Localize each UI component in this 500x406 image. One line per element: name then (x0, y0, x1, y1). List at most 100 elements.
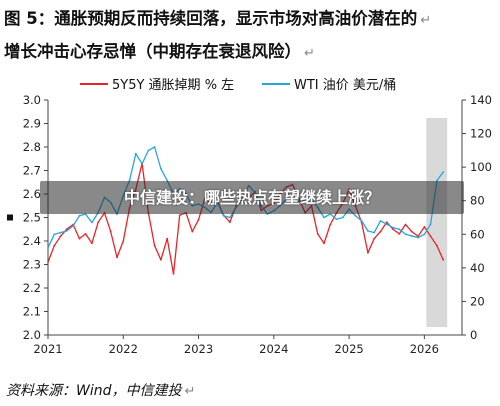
x-tick-label: 2021 (33, 342, 62, 356)
data-point-wti (367, 230, 369, 232)
data-point-wti (91, 221, 93, 224)
data-point-inflation-swap (429, 235, 432, 238)
title-line1-text: 图 5：通胀预期反而持续回落，显示市场对高油价潜在的 (4, 9, 418, 28)
data-point-wti (47, 246, 49, 249)
data-point-wti (222, 214, 225, 217)
data-point-wti (360, 220, 363, 222)
data-point-wti (341, 216, 344, 219)
data-point-wti (147, 149, 150, 152)
legend-label-wti: WTI 油价 美元/桶 (294, 78, 396, 93)
data-point-wti (354, 214, 357, 217)
data-point-inflation-swap (172, 273, 175, 275)
data-point-inflation-swap (373, 237, 376, 240)
left-tick-label: 2.2 (23, 281, 41, 295)
return-mark-icon: ↵ (304, 46, 315, 61)
data-point-wti (417, 236, 419, 239)
data-point-inflation-swap (410, 230, 413, 233)
data-point-inflation-swap (116, 256, 118, 259)
left-tick-label: 2.9 (23, 117, 41, 131)
data-point-inflation-swap (53, 244, 56, 247)
data-point-inflation-swap (191, 230, 194, 233)
data-point-inflation-swap (379, 230, 382, 233)
return-mark-icon: ↵ (420, 13, 432, 28)
right-tick-label: 120 (470, 127, 492, 141)
data-point-inflation-swap (229, 221, 231, 224)
title-line2-text: 增长冲击心存忌惮（中期存在衰退风险） (4, 42, 301, 61)
data-point-inflation-swap (78, 237, 81, 240)
data-point-inflation-swap (316, 233, 319, 235)
data-point-wti (335, 218, 338, 221)
left-tick-label: 2.0 (23, 328, 41, 342)
data-point-wti (385, 223, 388, 226)
data-point-wti (379, 220, 382, 222)
data-point-wti (153, 146, 156, 148)
data-point-inflation-swap (197, 218, 200, 221)
data-point-wti (78, 214, 81, 217)
return-mark-icon: ↵ (184, 384, 196, 399)
right-tick-label: 20 (470, 294, 485, 308)
data-point-inflation-swap (166, 237, 169, 240)
left-tick-label: 2.7 (23, 164, 41, 178)
highlight-region (426, 118, 448, 327)
x-tick-label: 2026 (410, 342, 439, 356)
data-point-inflation-swap (122, 240, 125, 242)
bullet-icon (7, 214, 13, 221)
right-tick-label: 60 (470, 227, 485, 241)
data-point-inflation-swap (47, 261, 49, 263)
data-point-inflation-swap (178, 214, 181, 217)
data-point-wti (59, 231, 62, 234)
data-point-wti (404, 233, 407, 236)
right-tick-label: 0 (470, 328, 477, 342)
data-point-inflation-swap (367, 251, 369, 254)
data-point-inflation-swap (91, 242, 93, 245)
right-tick-label: 80 (470, 194, 485, 208)
line-chart: 2.0 2.1 2.2 2.3 2.4 2.5 2.6 2.7 2.8 2.9 3.0 0 20 40 60… (7, 78, 492, 356)
left-tick-label: 2.6 (23, 187, 41, 201)
data-point-inflation-swap (423, 226, 426, 228)
data-point-wti (442, 171, 445, 174)
data-point-inflation-swap (329, 223, 332, 226)
data-point-inflation-swap (385, 221, 388, 224)
data-point-inflation-swap (160, 258, 162, 261)
right-tick-label: 140 (470, 93, 492, 107)
x-tick-label: 2023 (184, 342, 213, 356)
data-point-wti (410, 235, 413, 237)
left-tick-label: 2.5 (23, 211, 41, 225)
figure-title-line1: 图 5：通胀预期反而持续回落，显示市场对高油价潜在的 ↵ (4, 2, 431, 37)
data-point-wti (141, 162, 144, 165)
data-point-wti (392, 226, 394, 229)
source-value: Wind，中信建投 (76, 383, 182, 399)
news-overlay-banner[interactable]: 中信建投：哪些热点有望继续上涨？ (40, 181, 464, 214)
data-point-wti (229, 216, 231, 219)
left-tick-label: 2.8 (23, 140, 41, 154)
source-label: 资料来源： (6, 383, 76, 399)
data-point-inflation-swap (59, 235, 62, 238)
left-tick-label: 2.1 (23, 305, 41, 319)
data-point-inflation-swap (398, 233, 401, 235)
legend-label-inflation-swap: 5Y5Y 通胀掉期 % 左 (112, 78, 234, 93)
right-tick-label: 100 (470, 160, 492, 174)
data-point-wti (160, 167, 162, 170)
source-note: 资料来源：Wind，中信建投 ↵ (6, 380, 195, 400)
data-point-wti (429, 223, 432, 226)
data-point-inflation-swap (65, 228, 68, 231)
data-point-wti (134, 152, 137, 155)
data-point-wti (65, 230, 68, 232)
data-point-wti (72, 225, 74, 227)
x-tick-label: 2022 (109, 342, 138, 356)
data-point-inflation-swap (84, 233, 87, 235)
data-point-inflation-swap (109, 230, 112, 233)
data-point-inflation-swap (323, 242, 325, 245)
data-point-inflation-swap (442, 258, 445, 261)
x-tick-label: 2024 (259, 342, 288, 356)
figure-title-line2: 增长冲击心存忌惮（中期存在衰退风险） ↵ (4, 35, 315, 70)
right-tick-label: 40 (470, 261, 485, 275)
data-point-inflation-swap (436, 244, 438, 247)
data-point-wti (373, 231, 376, 234)
data-point-inflation-swap (392, 228, 394, 231)
x-tick-label: 2025 (334, 342, 363, 356)
left-tick-label: 2.4 (23, 234, 41, 248)
data-point-inflation-swap (404, 223, 407, 226)
left-tick-label: 3.0 (23, 93, 41, 107)
data-point-wti (423, 233, 426, 236)
